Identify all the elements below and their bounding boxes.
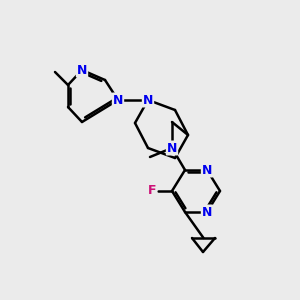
Text: N: N	[143, 94, 153, 106]
Text: F: F	[148, 184, 156, 197]
Text: N: N	[77, 64, 87, 76]
Text: N: N	[167, 142, 177, 154]
Text: N: N	[202, 164, 212, 176]
Text: N: N	[113, 94, 123, 106]
Text: N: N	[202, 206, 212, 218]
